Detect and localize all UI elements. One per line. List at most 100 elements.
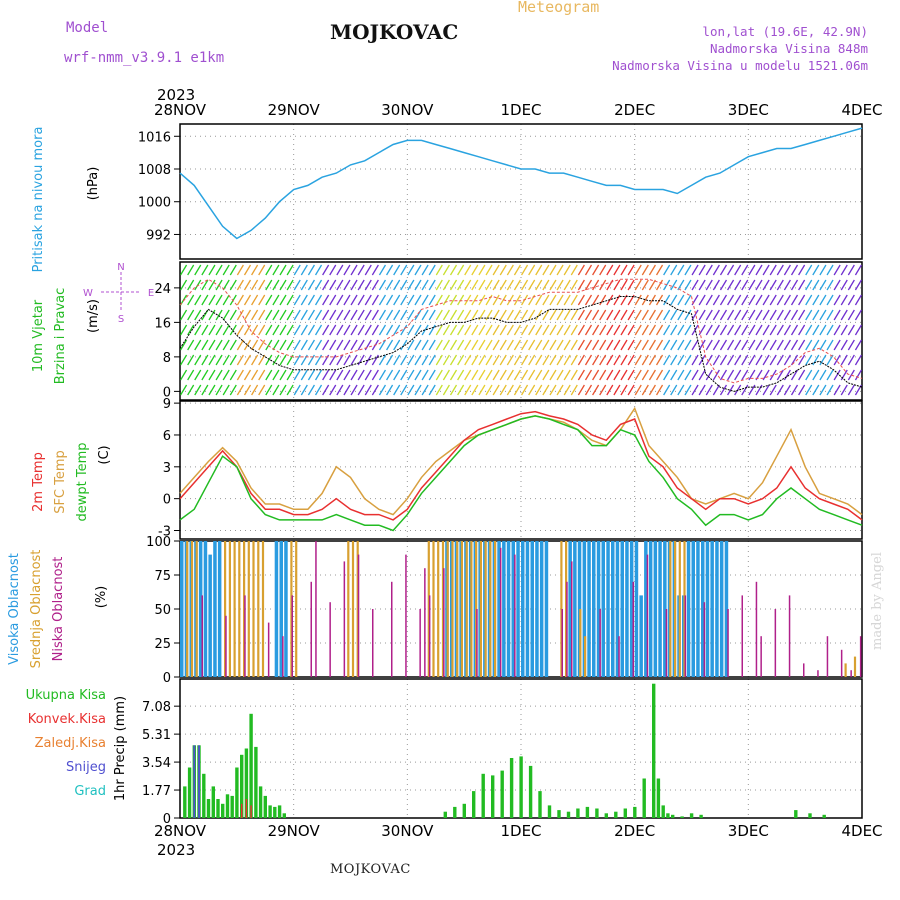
wind-barb: [258, 369, 266, 381]
wind-barb: [705, 369, 713, 381]
wind-barb: [457, 339, 465, 351]
wind-barb: [343, 384, 351, 396]
wind-barb: [528, 279, 536, 291]
wind-barb: [329, 339, 337, 351]
wind-barb: [542, 339, 550, 351]
wind-barb: [251, 264, 259, 276]
wind-barb: [478, 339, 486, 351]
wind-barb: [293, 369, 301, 381]
wind-barb: [300, 369, 308, 381]
cloud-bar: [710, 541, 714, 677]
wind-barb: [655, 294, 664, 306]
wind-barb: [535, 309, 543, 321]
wind-barb: [258, 384, 266, 396]
wind-barb: [641, 324, 649, 336]
wind-barb: [584, 339, 593, 351]
wind-barb: [542, 324, 550, 336]
model-name: wrf-nmm_v3.9.1 e1km: [64, 50, 225, 66]
wind-barb: [286, 294, 294, 306]
wind-barb: [570, 384, 578, 396]
wind-barb: [798, 384, 806, 396]
wind-barb: [286, 339, 294, 351]
wind-barb: [655, 384, 664, 396]
wind-barb: [407, 369, 415, 381]
wind-barb: [428, 279, 436, 291]
wind-barb: [378, 264, 387, 276]
wind-barb: [812, 264, 820, 276]
precip-bar: [481, 773, 485, 818]
wind-barb: [251, 279, 259, 291]
wind-barb: [336, 294, 344, 306]
wind-barb: [847, 354, 855, 366]
wind-barb: [464, 369, 472, 381]
wind-barb: [705, 264, 713, 276]
cloud-bar: [494, 541, 497, 677]
wind-barb: [322, 369, 330, 381]
wind-barb: [314, 279, 323, 291]
wind-barb: [407, 294, 415, 306]
wind-barb: [393, 264, 401, 276]
wind-barb: [307, 264, 315, 276]
wind-barb: [528, 384, 536, 396]
wind-barb: [677, 324, 685, 336]
wind-barb: [691, 384, 699, 396]
cloud-bar: [629, 541, 634, 677]
wind-barb: [499, 264, 507, 276]
wind-barb: [229, 369, 237, 381]
wind-barb: [506, 384, 514, 396]
wind-barb: [655, 354, 664, 366]
wind-barb: [648, 369, 656, 381]
wind-barb: [279, 264, 287, 276]
wind-barb: [300, 339, 308, 351]
sfc-temp-axis-label: SFC Temp: [53, 450, 68, 514]
wind-barb: [386, 309, 394, 321]
wind-barb: [833, 279, 841, 291]
model-label: Model: [66, 20, 109, 36]
wind-barb: [655, 324, 664, 336]
wind-barb: [592, 279, 600, 291]
wind-barb: [755, 324, 763, 336]
wind-barb: [371, 324, 379, 336]
wind-barb: [464, 384, 472, 396]
cloud-bar: [470, 541, 473, 677]
wind-barb: [670, 309, 678, 321]
wind-barb: [293, 354, 301, 366]
wind-barb: [485, 309, 493, 321]
wind-barb: [727, 294, 735, 306]
wind-barb: [549, 324, 557, 336]
wind-barb: [542, 354, 550, 366]
wind-barb: [187, 294, 195, 306]
wind-barb: [314, 309, 323, 321]
wind-barb: [677, 339, 685, 351]
wind-barb: [222, 309, 230, 321]
wind-barb: [592, 354, 600, 366]
precip-legend-item: Grad: [74, 784, 106, 799]
wind-barb: [201, 264, 209, 276]
wind-barb: [542, 294, 550, 306]
wind-barb: [613, 279, 621, 291]
wind-barb: [684, 384, 692, 396]
y-tick-label: 16: [154, 316, 171, 331]
model-elevation: Nadmorska Visina u modelu 1521.06m: [612, 58, 868, 73]
wind-barb: [272, 279, 280, 291]
wind-barb: [549, 279, 557, 291]
wind-barb: [691, 369, 699, 381]
wind-barb: [222, 339, 230, 351]
wind-barb: [847, 339, 855, 351]
temp-unit-label: (C): [97, 445, 112, 464]
wind-barb: [556, 279, 564, 291]
cloud-bar: [774, 609, 777, 677]
wind-barb: [776, 264, 784, 276]
wind-barb: [435, 384, 443, 396]
wind-barb: [577, 384, 585, 396]
cloud-bar: [243, 541, 246, 677]
wind-barb: [378, 369, 387, 381]
cloud-bar: [441, 541, 445, 677]
wind-barb: [847, 264, 855, 276]
wind-barb: [364, 324, 372, 336]
wind-barb: [556, 324, 564, 336]
wind-barb: [243, 339, 252, 351]
wind-barb: [343, 369, 351, 381]
wind-barb: [208, 354, 216, 366]
wind-barb: [194, 354, 202, 366]
